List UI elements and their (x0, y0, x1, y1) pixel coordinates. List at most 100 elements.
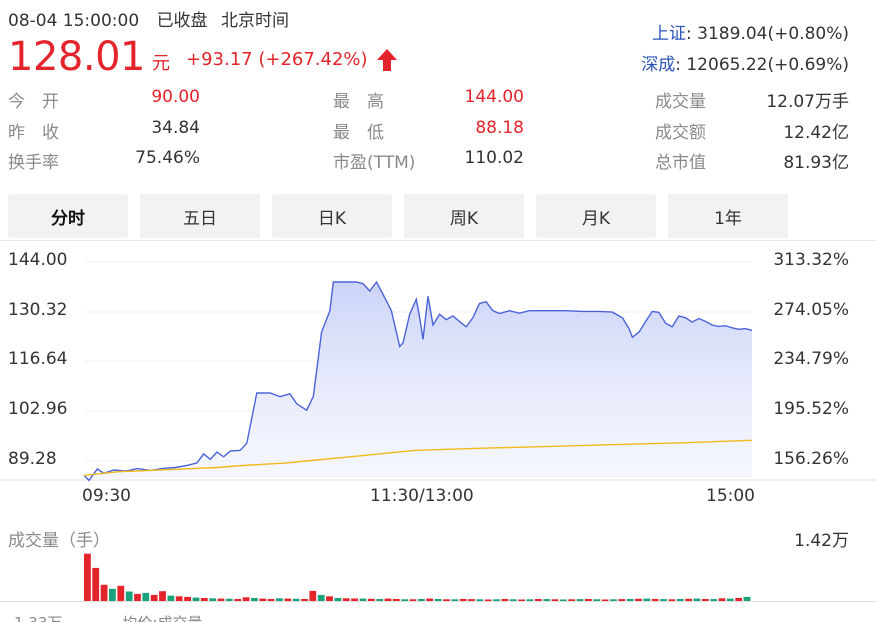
volume-bar (142, 592, 150, 601)
volume-bar (276, 598, 283, 601)
stat-value: 88.18 (475, 118, 524, 138)
stat-value: 144.00 (464, 87, 524, 107)
volume-bar (426, 598, 434, 601)
volume-bar (468, 599, 475, 601)
volume-bar (326, 596, 333, 601)
stat-label: 昨 收 (8, 123, 59, 143)
volume-bar (409, 599, 417, 601)
timezone-label: 北京时间 (220, 11, 289, 31)
volume-bar (434, 599, 442, 601)
volume-bar (518, 599, 525, 601)
volume-bar (242, 597, 250, 601)
price-tick-label: 144.00 (8, 250, 68, 270)
volume-bar (384, 598, 392, 601)
volume-bar (560, 599, 567, 601)
volume-bar (334, 598, 342, 601)
volume-chart (0, 553, 877, 602)
volume-bar (526, 599, 534, 601)
tab-daily-k[interactable]: 日K (272, 194, 392, 238)
volume-bar (351, 598, 358, 601)
volume-bar (225, 598, 233, 601)
stat-value: 12.07万手 (766, 92, 849, 112)
volume-bar (509, 599, 517, 601)
volume-bar (125, 591, 133, 601)
volume-bar (601, 599, 609, 601)
price-unit: 元 (152, 53, 170, 74)
volume-bar (484, 599, 492, 601)
time-tick-label: 09:30 (82, 486, 131, 506)
quote-datetime-status: 08-04 15:00:00 已收盘 北京时间 (8, 6, 289, 31)
volume-bar (743, 596, 751, 601)
stat-label: 成交量 (655, 92, 706, 112)
volume-bar (217, 598, 225, 601)
volume-bar (610, 599, 617, 601)
volume-bar (651, 599, 659, 601)
volume-bar (668, 599, 676, 601)
volume-bar (618, 599, 626, 601)
price-area (84, 282, 752, 481)
time-tick-label: 15:00 (706, 486, 755, 506)
market-status: 已收盘 (156, 11, 208, 31)
volume-bar (109, 588, 116, 601)
stat-value: 81.93亿 (783, 153, 849, 173)
volume-bar (568, 599, 576, 601)
volume-bar (100, 584, 108, 601)
stat-label: 换手率 (8, 153, 59, 173)
volume-bar (150, 594, 158, 601)
volume-bar (626, 599, 634, 601)
volume-bar (735, 598, 743, 601)
price-line (83, 280, 753, 482)
stat-label: 成交额 (655, 123, 706, 143)
volume-bar (167, 595, 175, 601)
percent-tick-label: 195.52% (773, 399, 849, 419)
index-shanghai-value: : 3189.04(+0.80%) (686, 24, 849, 44)
stat-value: 12.42亿 (783, 123, 849, 143)
volume-bar (693, 598, 701, 601)
percent-tick-label: 156.26% (773, 449, 849, 469)
volume-bar (593, 599, 601, 601)
index-shanghai-label[interactable]: 上证 (652, 24, 687, 44)
volume-bar (643, 598, 651, 601)
volume-bar (117, 585, 125, 601)
stat-value: 90.00 (151, 87, 200, 107)
tab-one-year[interactable]: 1年 (668, 194, 788, 238)
price-change: +93.17 (+267.42%) (186, 49, 368, 70)
time-tick-label: 11:30/13:00 (370, 486, 474, 506)
tab-weekly-k[interactable]: 周K (404, 194, 524, 238)
stat-value: 75.46% (135, 148, 200, 168)
volume-bar (710, 599, 718, 601)
volume-bar (259, 598, 267, 601)
volume-bar (309, 590, 317, 601)
volume-bar (301, 599, 308, 601)
volume-bar (392, 599, 400, 601)
volume-bar (267, 599, 275, 601)
volume-bar (200, 598, 208, 601)
volume-bar (543, 599, 551, 601)
volume-bar (660, 599, 667, 601)
volume-bar (209, 598, 217, 601)
tab-monthly-k[interactable]: 月K (536, 194, 656, 238)
tab-intraday[interactable]: 分时 (8, 194, 128, 238)
percent-tick-label: 234.79% (773, 349, 849, 369)
intraday-chart (0, 240, 877, 482)
stat-label: 总市值 (655, 153, 706, 173)
volume-bar (635, 598, 642, 601)
volume-bar (685, 598, 692, 601)
index-shenzhen[interactable]: 深成: 12065.22(+0.69%) (641, 50, 849, 75)
stat-label: 最 高 (333, 92, 384, 112)
volume-bar (459, 599, 467, 601)
volume-bar (576, 599, 584, 601)
index-shenzhen-label[interactable]: 深成 (641, 55, 676, 75)
volume-bar (376, 599, 384, 601)
footer-partial: 1.33万 均价:成交量 (14, 612, 202, 622)
tab-five-day[interactable]: 五日 (140, 194, 260, 238)
percent-tick-label: 313.32% (773, 250, 849, 270)
volume-bar (175, 596, 183, 601)
volume-bar (676, 599, 684, 601)
volume-bar (192, 597, 200, 601)
volume-bar (159, 591, 166, 601)
volume-bar (292, 598, 300, 601)
volume-bar (701, 599, 709, 601)
stat-value: 110.02 (464, 148, 524, 168)
index-shanghai[interactable]: 上证: 3189.04(+0.80%) (652, 19, 849, 44)
